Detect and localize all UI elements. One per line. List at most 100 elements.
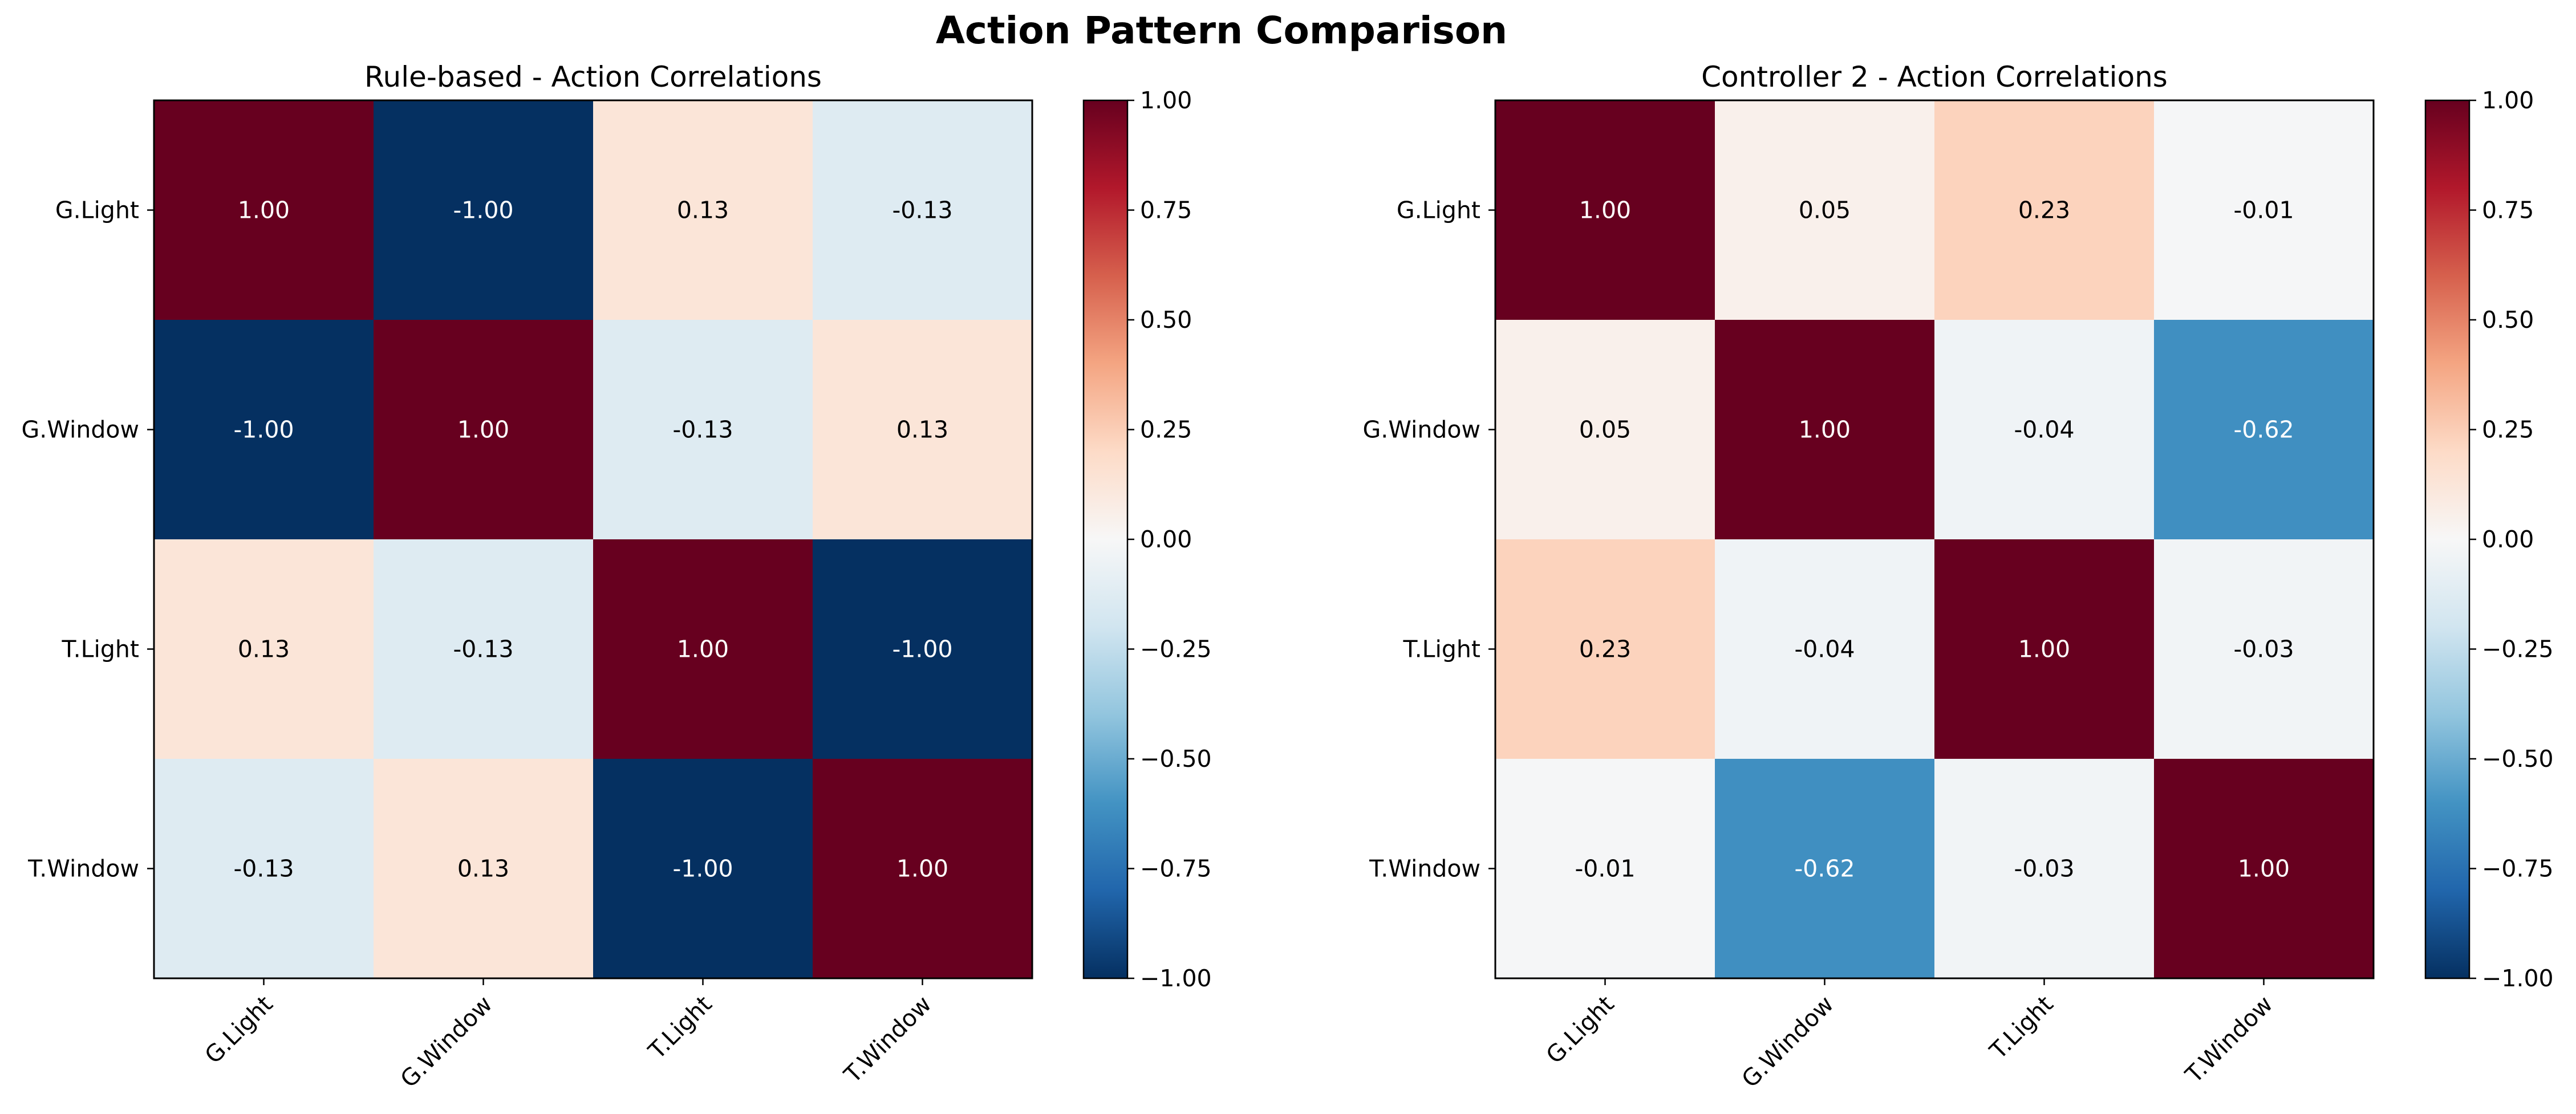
y-tick-label: T.Window [27,855,139,883]
cell-value-label: -0.01 [1575,855,1635,883]
cell-value-label: -0.01 [2233,197,2294,224]
cell-value-label: 0.05 [1799,197,1851,224]
colorbar-tick-label: −0.75 [1140,855,1212,883]
heatmap-cell [374,759,594,979]
colorbar-tick-label: 1.00 [2482,87,2534,114]
y-tick-label: G.Window [1363,416,1480,444]
heatmap-cell [593,759,813,979]
heatmap-cell [1934,759,2155,979]
heatmap-cell [813,100,1033,320]
y-tick-label: G.Window [22,416,139,444]
panel-title: Rule-based - Action Correlations [364,60,822,93]
colorbar-tick-label: 0.25 [2482,416,2534,444]
heatmap-cell [1495,759,1715,979]
cell-value-label: 0.05 [1579,416,1631,444]
cell-value-label: -0.03 [2014,855,2074,883]
cell-value-label: 0.13 [896,416,948,444]
panel-title: Controller 2 - Action Correlations [1701,60,2168,93]
heatmap-cell [593,320,813,540]
y-tick-label: T.Light [1402,636,1480,663]
colorbar-tick-label: 0.00 [2482,526,2534,553]
heatmap-cell [374,539,594,759]
x-tick-label: T.Light [1984,990,2058,1064]
cell-value-label: 1.00 [677,636,729,663]
colorbar: 1.00 0.75 0.50 0.25 0.00 −0.25 −0.50 −0.75 −1.00 [1082,87,1212,992]
heatmap-panel-2: Controller 2 - Action Correlations 1.00 0.… [1363,60,2554,1093]
colorbar-tick-label: −0.25 [2482,636,2554,663]
x-tick-label: T.Light [643,990,717,1064]
heatmap-cell [2154,539,2374,759]
heatmap-cell [374,320,594,540]
heatmap-cell [1495,539,1715,759]
heatmap-cell [1715,320,1935,540]
colorbar-tick-label: −0.50 [2482,745,2554,773]
cell-value-label: 1.00 [1579,197,1631,224]
cell-value-label: -0.04 [2014,416,2074,444]
x-tick-label: T.Window [838,990,936,1088]
heatmap-cell [593,100,813,320]
heatmap-cell [1715,759,1935,979]
heatmap-panel-1: Rule-based - Action Correlations 1.00 -1.0… [22,60,1212,1093]
heatmap-cell [1934,539,2155,759]
axes-frame [153,99,1033,979]
x-tick-label: G.Window [395,990,498,1093]
cell-value-label: -0.62 [2233,416,2294,444]
panels: Rule-based - Action Correlations 1.00 -1.0… [22,60,2554,1093]
cell-value-label: -0.04 [1794,636,1855,663]
colorbar-tick-label: 0.75 [2482,197,2534,224]
cell-value-label: -0.13 [892,197,952,224]
cell-value-label: -0.13 [453,636,513,663]
cell-value-label: -0.62 [1794,855,1855,883]
heatmap-cell [374,100,594,320]
colorbar-tick-label: −0.75 [2482,855,2554,883]
y-tick-label: T.Light [61,636,139,663]
cell-value-label: 0.23 [2018,197,2070,224]
cell-value-label: 1.00 [896,855,948,883]
colorbar: 1.00 0.75 0.50 0.25 0.00 −0.25 −0.50 −0.75 −1.00 [2424,87,2554,992]
colorbar-tick-label: 0.00 [1140,526,1192,553]
colorbar-tick-label: −0.25 [1140,636,1212,663]
colorbar-tick-label: 0.50 [1140,306,1192,334]
cell-value-label: -0.03 [2233,636,2294,663]
heatmap-cell [154,100,374,320]
colorbar-tick-label: 1.00 [1140,87,1192,114]
heatmap-cell [2154,320,2374,540]
cell-value-label: 1.00 [238,197,290,224]
cell-value-label: 0.13 [677,197,729,224]
figure-title: Action Pattern Comparison [936,9,1507,52]
cell-value-label: -0.13 [672,416,733,444]
colorbar-tick-label: 0.25 [1140,416,1192,444]
cell-value-label: 1.00 [457,416,509,444]
heatmap-cell [2154,100,2374,320]
axes-frame [1494,99,2375,979]
colorbar-tick-label: −1.00 [2482,965,2554,992]
cell-value-label: -1.00 [453,197,513,224]
cell-value-label: -1.00 [672,855,733,883]
cell-value-label: -1.00 [892,636,952,663]
heatmap-cell [813,539,1033,759]
heatmap-cell [2154,759,2374,979]
cell-value-label: 1.00 [2238,855,2290,883]
heatmap-cell [1495,100,1715,320]
y-tick-label: G.Light [1397,197,1480,224]
heatmap-cell [593,539,813,759]
heatmap-cell [154,320,374,540]
x-tick-label: G.Window [1737,990,1839,1093]
colorbar-tick-label: 0.50 [2482,306,2534,334]
colorbar-tick-label: −1.00 [1140,965,1212,992]
heatmap-cell [813,759,1033,979]
colorbar-tick-label: −0.50 [1140,745,1212,773]
x-tick-label: G.Light [1541,990,1620,1069]
cell-value-label: 0.13 [238,636,290,663]
heatmap-cell [813,320,1033,540]
heatmap-cell [1934,320,2155,540]
heatmap-cell [1715,100,1935,320]
colorbar-gradient [2424,99,2470,979]
colorbar-gradient [1082,99,1129,979]
heatmap-cell [154,539,374,759]
x-tick-label: T.Window [2180,990,2278,1088]
x-tick-label: G.Light [200,990,278,1069]
heatmap-cell [1495,320,1715,540]
cell-value-label: 1.00 [1799,416,1851,444]
